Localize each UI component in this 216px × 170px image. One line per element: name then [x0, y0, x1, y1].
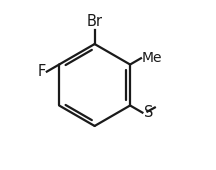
- Text: Me: Me: [142, 51, 162, 65]
- Text: F: F: [38, 64, 46, 79]
- Text: S: S: [144, 105, 153, 120]
- Text: Br: Br: [87, 14, 103, 29]
